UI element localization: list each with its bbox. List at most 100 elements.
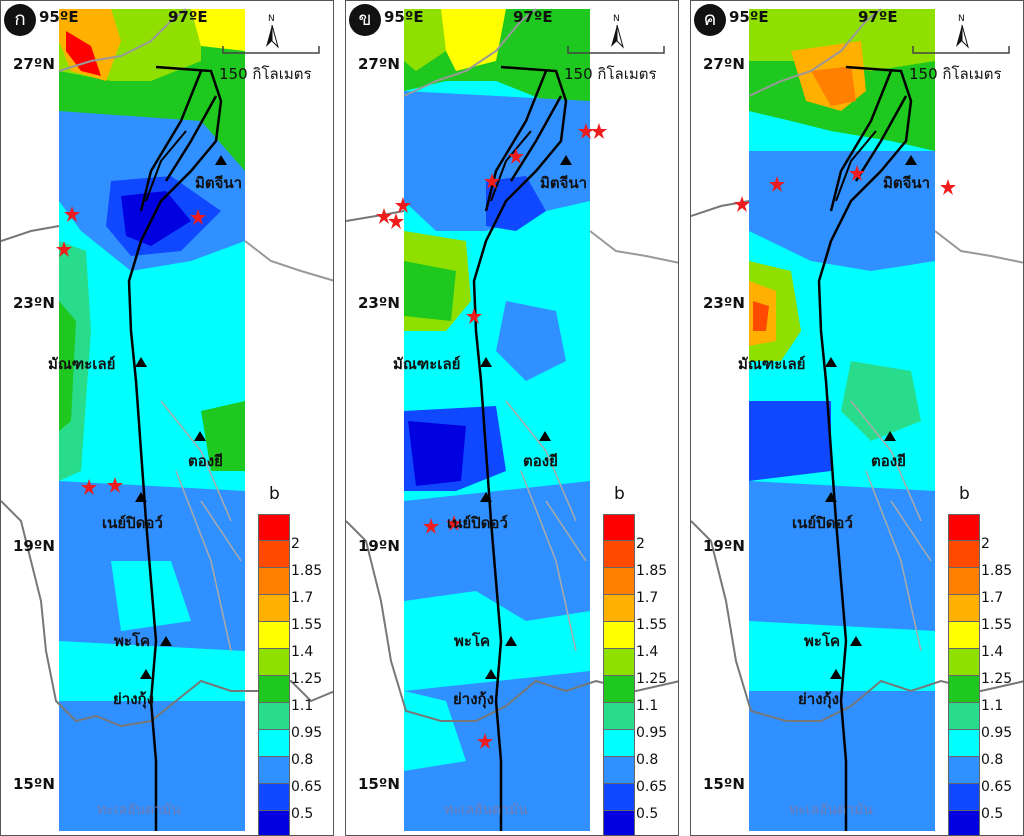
lat-label-27: 27ºN bbox=[703, 55, 745, 73]
legend-tick: 1.4 bbox=[981, 644, 1004, 660]
lon-label-97: 97ºE bbox=[858, 8, 898, 26]
legend-tick: 2 bbox=[291, 536, 300, 552]
star-icon bbox=[477, 733, 493, 749]
station-mandalay bbox=[135, 357, 147, 367]
lat-label-19: 19ºN bbox=[13, 537, 55, 555]
legend-tick: 1.1 bbox=[636, 698, 659, 714]
epicenters-b bbox=[376, 123, 607, 749]
legend-tick: 1.1 bbox=[291, 698, 314, 714]
star-icon bbox=[940, 179, 956, 195]
star-icon bbox=[423, 518, 439, 534]
city-yangon: ย่างกุ้ง bbox=[798, 690, 839, 708]
legend-tick: 2 bbox=[981, 536, 990, 552]
star-icon bbox=[466, 308, 482, 324]
station-bago bbox=[850, 636, 862, 646]
star-icon bbox=[446, 515, 462, 531]
epicenters-c bbox=[734, 165, 956, 212]
station-mandalay bbox=[825, 357, 837, 367]
lat-label-27: 27ºN bbox=[13, 55, 55, 73]
epicenters-a bbox=[56, 206, 206, 495]
legend-tick: 0.8 bbox=[291, 752, 314, 768]
legend-ticks: 2 1.85 1.7 1.55 1.4 1.25 1.1 0.95 0.8 0.65 0.5 bbox=[636, 531, 667, 828]
map-panel-c: ค 95ºE 97ºE 27ºN 23ºN 19ºN 15ºN N 150 กิ… bbox=[690, 0, 1024, 836]
legend-tick: 0.8 bbox=[981, 752, 1004, 768]
lat-label-19: 19ºN bbox=[703, 537, 745, 555]
star-icon bbox=[769, 176, 785, 192]
sea-label: ทะเลอันดามัน bbox=[444, 802, 528, 818]
legend-tick: 0.65 bbox=[981, 779, 1013, 795]
city-myitkyina: มิตจีนา bbox=[195, 174, 243, 192]
star-icon bbox=[591, 123, 607, 139]
city-naypyidaw: เนย์ปิดอว์ bbox=[102, 514, 163, 532]
legend-tick: 0.95 bbox=[981, 725, 1013, 741]
svg-text:N: N bbox=[268, 14, 275, 24]
scale-label: 150 กิโลเมตร bbox=[219, 65, 312, 83]
legend-tick: 1.85 bbox=[981, 563, 1013, 579]
star-icon bbox=[64, 206, 80, 222]
legend-tick: 0.5 bbox=[636, 806, 659, 822]
station-yangon bbox=[830, 669, 842, 679]
city-myitkyina: มิตจีนา bbox=[883, 174, 931, 192]
station-taungoo bbox=[539, 431, 551, 441]
legend-tick: 0.5 bbox=[981, 806, 1004, 822]
b-value-map-a bbox=[1, 8, 333, 831]
star-icon bbox=[484, 173, 500, 189]
city-yangon: ย่างกุ้ง bbox=[453, 690, 494, 708]
legend-tick: 1.7 bbox=[636, 590, 659, 606]
legend-tick: 1.4 bbox=[636, 644, 659, 660]
svg-text:N: N bbox=[958, 14, 965, 24]
legend-tick: 1.85 bbox=[291, 563, 323, 579]
city-mandalay: มัณฑะเลย์ bbox=[393, 355, 461, 373]
lat-label-23: 23ºN bbox=[358, 294, 400, 312]
station-bago bbox=[160, 636, 172, 646]
city-myitkyina: มิตจีนา bbox=[540, 174, 588, 192]
lat-label-15: 15ºN bbox=[703, 775, 745, 793]
city-bago: พะโค bbox=[454, 632, 491, 650]
city-bago: พะโค bbox=[114, 632, 151, 650]
city-naypyidaw: เนย์ปิดอว์ bbox=[792, 514, 853, 532]
legend-tick: 1.7 bbox=[981, 590, 1004, 606]
b-value-map-b bbox=[346, 8, 678, 831]
city-taungoo: ตองยี bbox=[523, 452, 558, 470]
city-naypyidaw: เนย์ปิดอว์ bbox=[447, 514, 508, 532]
lat-label-15: 15ºN bbox=[358, 775, 400, 793]
svg-text:N: N bbox=[613, 14, 620, 24]
scale-label: 150 กิโลเมตร bbox=[909, 65, 1002, 83]
north-arrow-icon: N bbox=[263, 11, 281, 55]
legend-tick: 1.85 bbox=[636, 563, 668, 579]
station-myitkyina bbox=[560, 155, 572, 165]
city-taungoo: ตองยี bbox=[188, 452, 223, 470]
star-icon bbox=[395, 197, 411, 213]
legend-title: b bbox=[269, 484, 280, 504]
city-mandalay: มัณฑะเลย์ bbox=[738, 355, 806, 373]
legend-tick: 2 bbox=[636, 536, 645, 552]
city-taungoo: ตองยี bbox=[871, 452, 906, 470]
lat-label-23: 23ºN bbox=[703, 294, 745, 312]
legend-title: b bbox=[959, 484, 970, 504]
star-icon bbox=[849, 165, 865, 181]
station-yangon bbox=[140, 669, 152, 679]
lon-label-95: 95ºE bbox=[39, 8, 79, 26]
lat-label-27: 27ºN bbox=[358, 55, 400, 73]
lat-label-19: 19ºN bbox=[358, 537, 400, 555]
panel-label: ค bbox=[694, 4, 726, 36]
station-myitkyina bbox=[905, 155, 917, 165]
legend-ticks: 2 1.85 1.7 1.55 1.4 1.25 1.1 0.95 0.8 0.65 0.5 bbox=[291, 531, 322, 828]
star-icon bbox=[56, 241, 72, 257]
map-panel-a: ก 95ºE 97ºE 27ºN 23ºN 19ºN 15ºN N 150 กิ… bbox=[0, 0, 334, 836]
legend-tick: 1.7 bbox=[291, 590, 314, 606]
lon-label-95: 95ºE bbox=[729, 8, 769, 26]
legend-colorbar bbox=[948, 514, 980, 835]
north-arrow-icon: N bbox=[953, 11, 971, 55]
b-value-map-c bbox=[691, 8, 1023, 831]
star-icon bbox=[376, 208, 392, 224]
station-naypyidaw bbox=[825, 492, 837, 502]
city-bago: พะโค bbox=[804, 632, 841, 650]
star-icon bbox=[388, 213, 404, 229]
station-naypyidaw bbox=[135, 492, 147, 502]
station-bago bbox=[505, 636, 517, 646]
legend-colorbar bbox=[258, 514, 290, 835]
lat-label-15: 15ºN bbox=[13, 775, 55, 793]
panel-label: ก bbox=[4, 4, 36, 36]
lon-label-97: 97ºE bbox=[168, 8, 208, 26]
